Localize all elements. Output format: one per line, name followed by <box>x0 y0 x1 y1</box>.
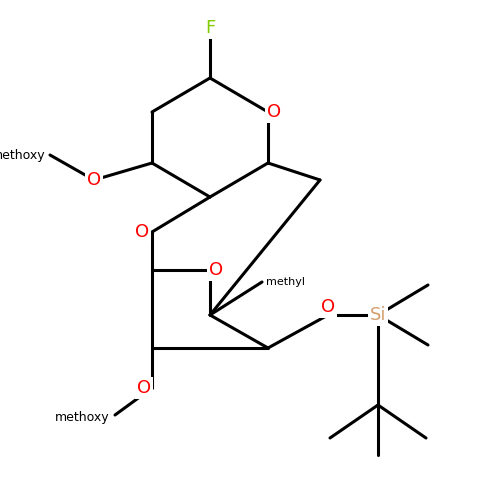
Text: O: O <box>135 223 149 241</box>
Text: O: O <box>267 103 281 121</box>
Text: O: O <box>209 261 223 279</box>
Text: methoxy: methoxy <box>56 412 110 424</box>
Text: Si: Si <box>370 306 386 324</box>
Text: O: O <box>321 298 335 316</box>
Text: O: O <box>137 379 151 397</box>
Text: O: O <box>87 171 101 189</box>
Text: F: F <box>205 19 215 37</box>
Text: methoxy: methoxy <box>0 148 45 162</box>
Text: methyl: methyl <box>266 277 305 287</box>
